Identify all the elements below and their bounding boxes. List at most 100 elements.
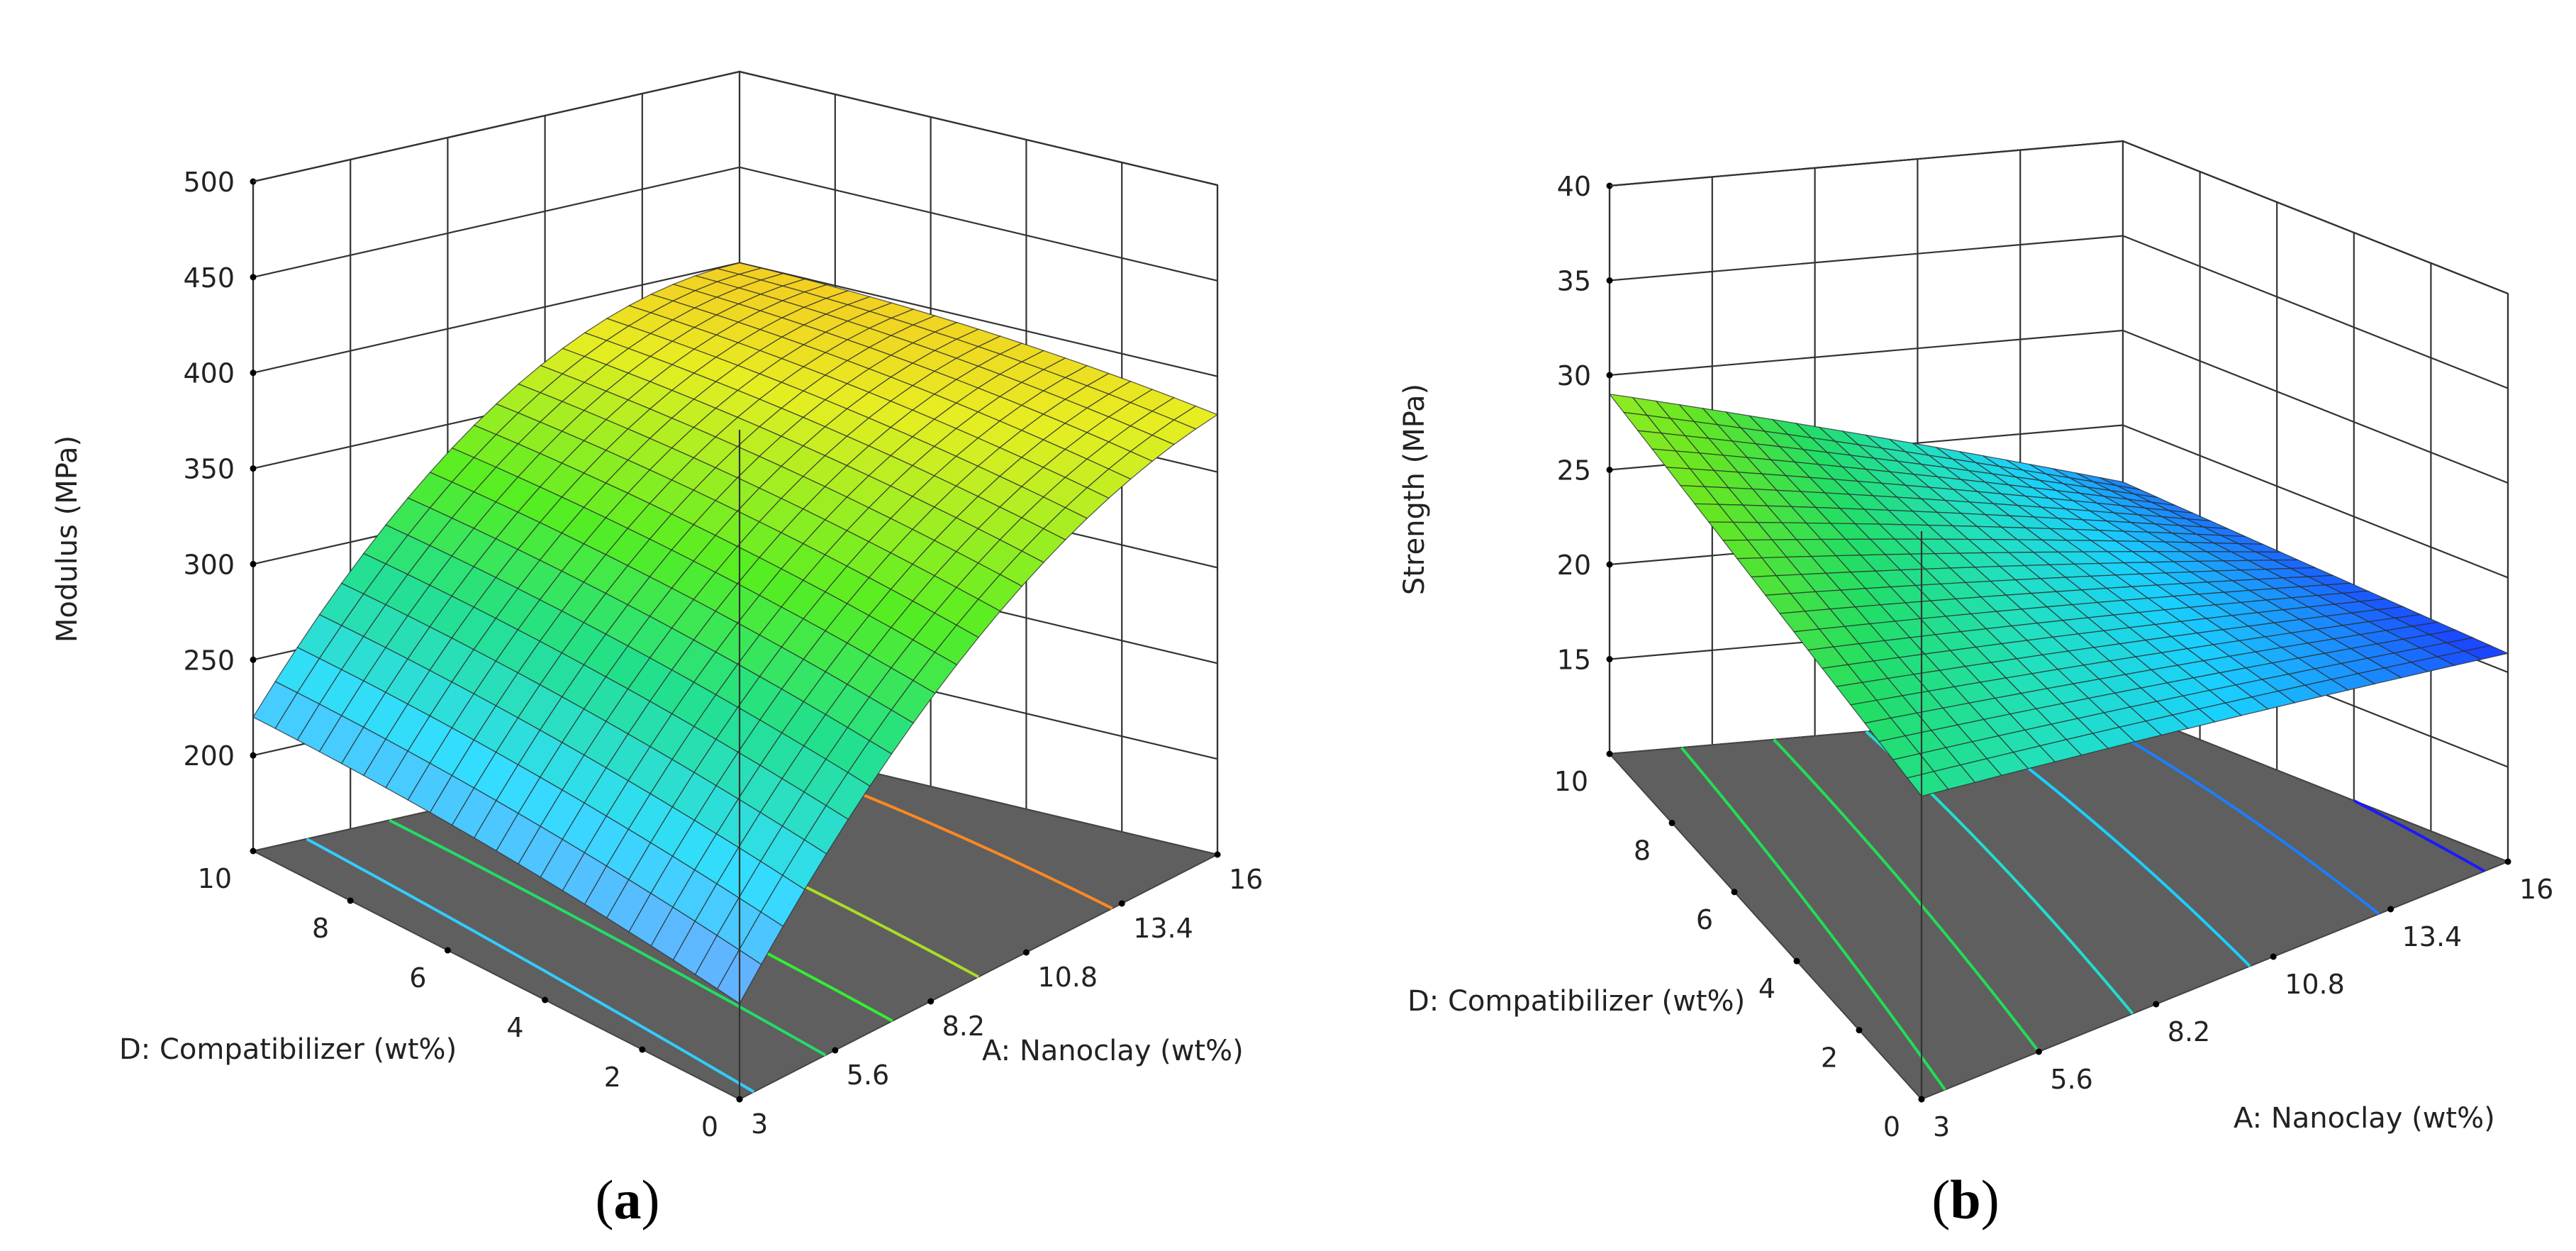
response-surface xyxy=(252,262,1219,1005)
z-tick-mark xyxy=(250,274,257,281)
x-tick-mark xyxy=(2504,858,2511,865)
y-axis-title: D: Compatibilizer (wt%) xyxy=(119,1033,457,1066)
y-tick-mark xyxy=(1606,750,1613,757)
z-tick-label: 25 xyxy=(1557,455,1591,486)
z-tick-label: 15 xyxy=(1557,645,1591,676)
chart-panel-a: 200 250 300 350 400 450 500 Modulus (MPa) 3 5.6 8.… xyxy=(51,70,1263,1142)
x-tick-label: 10.8 xyxy=(1037,962,1098,993)
x-tick-label: 13.4 xyxy=(2402,921,2463,952)
contour-line xyxy=(306,838,755,1094)
x-axis-title: A: Nanoclay (wt%) xyxy=(2234,1102,2495,1135)
y-tick-label: 8 xyxy=(312,913,329,944)
y-tick-label: 6 xyxy=(409,962,426,994)
x-tick-label: 3 xyxy=(751,1108,768,1140)
x-tick-mark xyxy=(2270,953,2277,960)
z-tick-mark xyxy=(1606,467,1613,473)
z-tick-mark xyxy=(250,752,257,759)
y-tick-mark xyxy=(1731,889,1738,896)
box-top-edge xyxy=(252,70,740,183)
response-surface xyxy=(1608,393,2510,797)
y-tick-label: 2 xyxy=(1821,1042,1838,1074)
z-axis-title: Strength (MPa) xyxy=(1398,384,1431,595)
wall-grid-horizontal xyxy=(2122,424,2509,579)
box-top-edge xyxy=(739,70,1218,187)
x-axis-title: A: Nanoclay (wt%) xyxy=(982,1035,1244,1067)
y-tick-mark xyxy=(639,1046,646,1053)
wall-grid-horizontal xyxy=(2122,235,2509,389)
contour-line xyxy=(1773,738,2040,1053)
z-tick-label: 20 xyxy=(1557,550,1591,581)
z-tick-mark xyxy=(250,369,257,377)
z-tick-mark xyxy=(250,465,257,472)
z-tick-label: 500 xyxy=(183,167,235,198)
x-tick-mark xyxy=(2035,1048,2042,1055)
y-tick-mark xyxy=(1918,1096,1925,1103)
z-tick-mark xyxy=(1606,277,1613,284)
z-tick-mark xyxy=(1606,372,1613,379)
y-tick-label: 6 xyxy=(1696,904,1713,935)
y-tick-label: 10 xyxy=(1554,766,1588,797)
z-axis-title: Modulus (MPa) xyxy=(51,435,84,643)
wall-grid-horizontal xyxy=(739,166,1218,282)
y-tick-mark xyxy=(1856,1027,1863,1034)
wall-grid-horizontal xyxy=(2122,329,2509,484)
x-tick-mark xyxy=(1118,900,1125,907)
x-tick-label: 16 xyxy=(1229,864,1263,895)
surface-cell xyxy=(1906,771,1949,797)
y-tick-label: 10 xyxy=(198,863,232,894)
x-tick-label: 16 xyxy=(2519,874,2553,905)
x-tick-label: 8.2 xyxy=(942,1011,985,1042)
y-tick-label: 2 xyxy=(604,1062,621,1093)
wall-grid-horizontal xyxy=(1609,329,2124,377)
contour-line xyxy=(1680,746,1946,1091)
z-tick-label: 250 xyxy=(183,645,235,676)
y-tick-label: 0 xyxy=(1883,1111,1900,1142)
z-tick-mark xyxy=(1606,561,1613,568)
z-tick-label: 35 xyxy=(1557,266,1591,297)
y-tick-label: 8 xyxy=(1634,835,1651,866)
x-axis: 3 5.6 8.2 10.8 13.4 16 A: Nanoclay (wt%) xyxy=(1918,858,2553,1142)
z-tick-mark xyxy=(250,656,257,663)
contour-line xyxy=(389,818,827,1057)
x-tick-label: 8.2 xyxy=(2168,1016,2210,1047)
z-tick-label: 300 xyxy=(183,549,235,580)
y-tick-mark xyxy=(1668,819,1675,826)
box-posts xyxy=(252,182,1219,1099)
contour-line xyxy=(2353,799,2485,873)
y-axis: 0 2 4 6 8 10 D: Compatibilizer (wt%) xyxy=(1407,750,1925,1142)
z-tick-label: 350 xyxy=(183,454,235,485)
z-tick-label: 450 xyxy=(183,262,235,294)
x-tick-label: 10.8 xyxy=(2285,969,2345,1000)
z-tick-label: 400 xyxy=(183,358,235,389)
wall-grid-horizontal xyxy=(252,166,740,278)
box-top-edge xyxy=(1609,140,2124,187)
y-tick-mark xyxy=(444,947,451,954)
y-tick-mark xyxy=(1793,957,1800,964)
z-tick-mark xyxy=(1606,656,1613,662)
y-axis: 0 2 4 6 8 10 D: Compatibilizer (wt%) xyxy=(119,847,743,1142)
z-tick-label: 40 xyxy=(1557,171,1591,202)
x-tick-mark xyxy=(832,1047,839,1054)
x-tick-label: 13.4 xyxy=(1133,913,1193,944)
panel-label-a: (a) xyxy=(596,1169,660,1230)
x-tick-label: 5.6 xyxy=(2050,1064,2092,1095)
wall-grid-horizontal xyxy=(739,262,1218,377)
y-tick-mark xyxy=(250,847,257,855)
x-tick-mark xyxy=(2387,906,2394,913)
x-tick-label: 3 xyxy=(1933,1111,1950,1142)
wall-grid-horizontal xyxy=(1609,235,2124,282)
z-axis: 200 250 300 350 400 450 500 Modulus (MPa) xyxy=(51,167,257,772)
z-tick-mark xyxy=(250,560,257,567)
z-tick-label: 30 xyxy=(1557,360,1591,391)
y-tick-mark xyxy=(347,897,354,904)
x-tick-mark xyxy=(2153,1001,2160,1008)
y-tick-mark xyxy=(736,1096,743,1103)
y-axis-title: D: Compatibilizer (wt%) xyxy=(1407,985,1745,1018)
box-top xyxy=(1609,140,2509,295)
x-tick-label: 5.6 xyxy=(847,1060,889,1091)
y-tick-label: 4 xyxy=(1758,973,1775,1004)
y-tick-mark xyxy=(542,996,549,1003)
box-top-edge xyxy=(2122,140,2509,295)
